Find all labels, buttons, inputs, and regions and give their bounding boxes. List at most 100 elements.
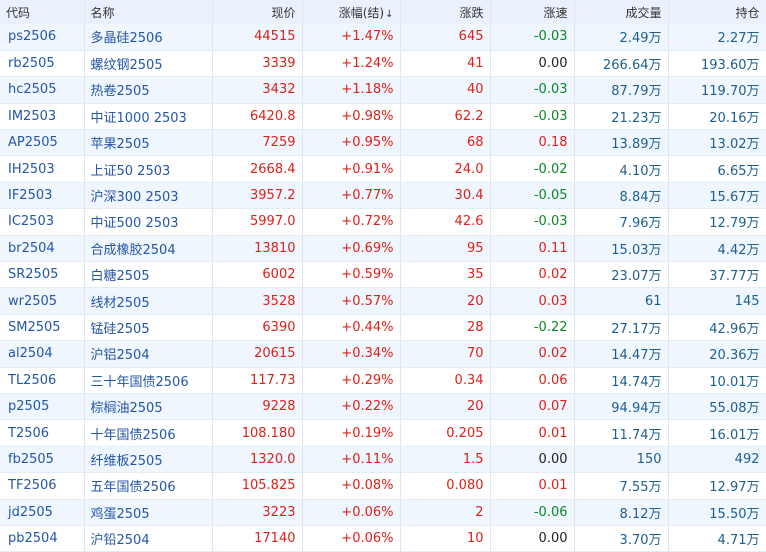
contract-code-cell[interactable]: wr2505	[0, 287, 85, 315]
change-amount-cell: 95	[400, 235, 491, 263]
contract-code-cell[interactable]: ps2506	[0, 24, 85, 51]
contract-name-cell[interactable]: 三十年国债2506	[84, 367, 213, 394]
table-row[interactable]: jd2505 鸡蛋2505 3223 +0.06% 2 -0.06 8.12万 15.50万	[0, 499, 766, 526]
col-header-price[interactable]: 现价	[212, 0, 303, 24]
table-row[interactable]: IC2503 中证500 2503 5997.0 +0.72% 42.6 -0.03 7.9…	[0, 208, 766, 236]
contract-name-cell[interactable]: 锰硅2505	[84, 314, 213, 342]
change-amount-cell: 20	[400, 287, 491, 315]
table-row[interactable]: ps2506 多晶硅2506 44515 +1.47% 645 -0.03 2.49万 2.2…	[0, 24, 766, 51]
change-amount-cell: 10	[400, 525, 491, 552]
change-speed-cell: 0.02	[490, 261, 575, 289]
col-header-name[interactable]: 名称	[84, 0, 213, 24]
change-percent-cell: +1.24%	[302, 50, 401, 78]
volume-cell: 7.55万	[574, 472, 669, 500]
contract-name-cell[interactable]: 苹果2505	[84, 129, 213, 157]
table-row[interactable]: TL2506 三十年国债2506 117.73 +0.29% 0.34 0.06 14.74…	[0, 367, 766, 394]
volume-cell: 8.84万	[574, 182, 669, 210]
contract-code-cell[interactable]: IH2503	[0, 155, 85, 183]
open-interest-cell: 12.97万	[668, 472, 766, 500]
col-header-pct[interactable]: 涨幅(结)↓	[302, 0, 401, 24]
contract-code-cell[interactable]: IF2503	[0, 182, 85, 210]
table-row[interactable]: SM2505 锰硅2505 6390 +0.44% 28 -0.22 27.17万 42.96…	[0, 314, 766, 342]
contract-name-cell[interactable]: 合成橡胶2504	[84, 235, 213, 263]
col-header-change[interactable]: 涨跌	[400, 0, 491, 24]
contract-name-cell[interactable]: 线材2505	[84, 287, 213, 315]
contract-name-cell[interactable]: 棕榈油2505	[84, 393, 213, 421]
col-header-volume[interactable]: 成交量	[574, 0, 669, 24]
contract-code-cell[interactable]: rb2505	[0, 50, 85, 78]
table-row[interactable]: al2504 沪铝2504 20615 +0.34% 70 0.02 14.47万 20.36…	[0, 340, 766, 368]
volume-cell: 15.03万	[574, 235, 669, 263]
last-price-cell: 117.73	[212, 367, 303, 394]
table-row[interactable]: IF2503 沪深300 2503 3957.2 +0.77% 30.4 -0.05 8.8…	[0, 182, 766, 210]
contract-name-cell[interactable]: 十年国债2506	[84, 419, 213, 447]
last-price-cell: 3957.2	[212, 182, 303, 210]
table-row[interactable]: T2506 十年国债2506 108.180 +0.19% 0.205 0.01 11.74…	[0, 419, 766, 447]
contract-name-cell[interactable]: 纤维板2505	[84, 446, 213, 474]
col-header-code[interactable]: 代码	[0, 0, 85, 24]
table-row[interactable]: br2504 合成橡胶2504 13810 +0.69% 95 0.11 15.03万 4.4…	[0, 235, 766, 263]
contract-code-cell[interactable]: pb2504	[0, 525, 85, 552]
change-amount-cell: 1.5	[400, 446, 491, 474]
contract-code-cell[interactable]: T2506	[0, 419, 85, 447]
open-interest-cell: 15.67万	[668, 182, 766, 210]
col-header-speed[interactable]: 涨速	[490, 0, 575, 24]
contract-code-cell[interactable]: SM2505	[0, 314, 85, 342]
contract-name-cell[interactable]: 螺纹钢2505	[84, 50, 213, 78]
change-percent-cell: +0.34%	[302, 340, 401, 368]
change-speed-cell: -0.03	[490, 24, 575, 51]
contract-name-cell[interactable]: 鸡蛋2505	[84, 499, 213, 526]
last-price-cell: 13810	[212, 235, 303, 263]
contract-code-cell[interactable]: fb2505	[0, 446, 85, 474]
table-row[interactable]: SR2505 白糖2505 6002 +0.59% 35 0.02 23.07万 37.77万	[0, 261, 766, 289]
change-speed-cell: -0.03	[490, 208, 575, 236]
table-row[interactable]: TF2506 五年国债2506 105.825 +0.08% 0.080 0.01 7.55…	[0, 472, 766, 500]
change-percent-cell: +0.29%	[302, 367, 401, 394]
contract-code-cell[interactable]: SR2505	[0, 261, 85, 289]
table-row[interactable]: AP2505 苹果2505 7259 +0.95% 68 0.18 13.89万 13.02万	[0, 129, 766, 157]
contract-code-cell[interactable]: TL2506	[0, 367, 85, 394]
table-row[interactable]: IH2503 上证50 2503 2668.4 +0.91% 24.0 -0.02 4.10…	[0, 155, 766, 183]
contract-name-cell[interactable]: 沪铅2504	[84, 525, 213, 552]
table-row[interactable]: IM2503 中证1000 2503 6420.8 +0.98% 62.2 -0.03 21…	[0, 103, 766, 131]
contract-code-cell[interactable]: IM2503	[0, 103, 85, 131]
table-row[interactable]: p2505 棕榈油2505 9228 +0.22% 20 0.07 94.94万 55.08万	[0, 393, 766, 421]
contract-code-cell[interactable]: br2504	[0, 235, 85, 263]
open-interest-cell: 4.71万	[668, 525, 766, 552]
change-speed-cell: 0.07	[490, 393, 575, 421]
col-header-open-interest[interactable]: 持仓	[668, 0, 766, 24]
contract-code-cell[interactable]: hc2505	[0, 76, 85, 104]
contract-code-cell[interactable]: al2504	[0, 340, 85, 368]
contract-name-cell[interactable]: 中证500 2503	[84, 208, 213, 236]
last-price-cell: 3339	[212, 50, 303, 78]
last-price-cell: 5997.0	[212, 208, 303, 236]
contract-name-cell[interactable]: 白糖2505	[84, 261, 213, 289]
last-price-cell: 1320.0	[212, 446, 303, 474]
table-row[interactable]: hc2505 热卷2505 3432 +1.18% 40 -0.03 87.79万 119.7…	[0, 76, 766, 104]
open-interest-cell: 145	[668, 287, 766, 315]
contract-name-cell[interactable]: 中证1000 2503	[84, 103, 213, 131]
contract-code-cell[interactable]: IC2503	[0, 208, 85, 236]
volume-cell: 14.74万	[574, 367, 669, 394]
change-amount-cell: 0.080	[400, 472, 491, 500]
contract-name-cell[interactable]: 上证50 2503	[84, 155, 213, 183]
contract-name-cell[interactable]: 沪深300 2503	[84, 182, 213, 210]
contract-name-cell[interactable]: 热卷2505	[84, 76, 213, 104]
contract-code-cell[interactable]: jd2505	[0, 499, 85, 526]
table-row[interactable]: pb2504 沪铅2504 17140 +0.06% 10 0.00 3.70万 4.71万	[0, 525, 766, 552]
volume-cell: 266.64万	[574, 50, 669, 78]
contract-code-cell[interactable]: AP2505	[0, 129, 85, 157]
change-percent-cell: +0.22%	[302, 393, 401, 421]
contract-code-cell[interactable]: p2505	[0, 393, 85, 421]
table-row[interactable]: fb2505 纤维板2505 1320.0 +0.11% 1.5 0.00 150 492	[0, 446, 766, 474]
contract-code-cell[interactable]: TF2506	[0, 472, 85, 500]
table-row[interactable]: wr2505 线材2505 3528 +0.57% 20 0.03 61 145	[0, 287, 766, 315]
change-amount-cell: 0.205	[400, 419, 491, 447]
contract-name-cell[interactable]: 五年国债2506	[84, 472, 213, 500]
contract-name-cell[interactable]: 多晶硅2506	[84, 24, 213, 51]
change-percent-cell: +1.47%	[302, 24, 401, 51]
table-row[interactable]: rb2505 螺纹钢2505 3339 +1.24% 41 0.00 266.64万 193.…	[0, 50, 766, 78]
open-interest-cell: 4.42万	[668, 235, 766, 263]
change-percent-cell: +0.59%	[302, 261, 401, 289]
contract-name-cell[interactable]: 沪铝2504	[84, 340, 213, 368]
